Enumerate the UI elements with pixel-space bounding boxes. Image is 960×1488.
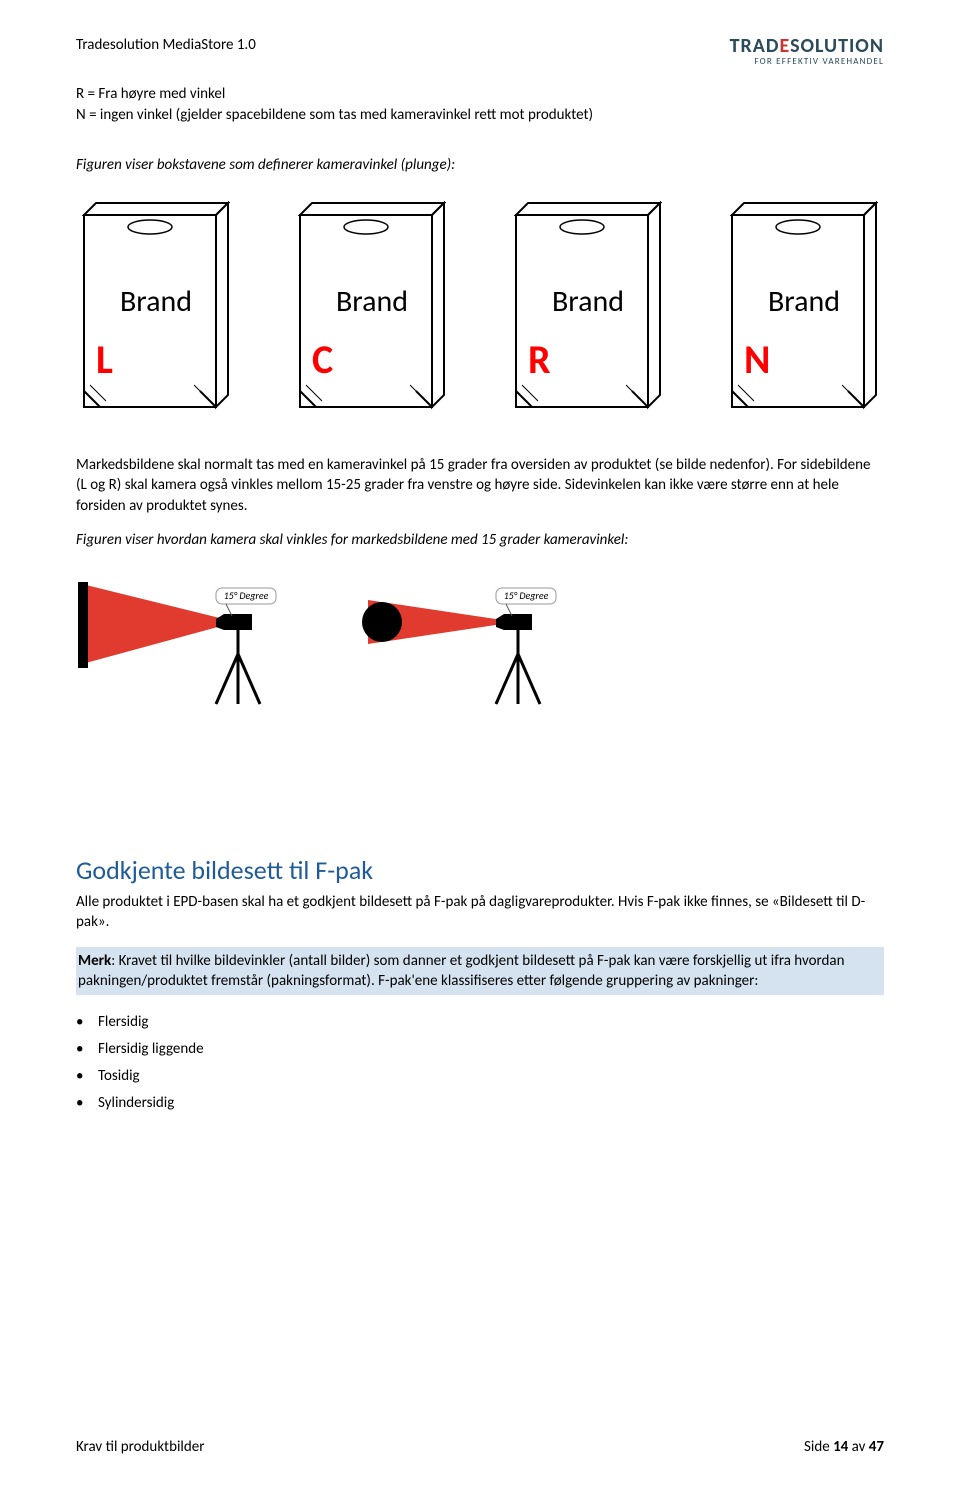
- footer-left: Krav til produktbilder: [76, 1438, 204, 1456]
- figure2-caption: Figuren viser hvordan kamera skal vinkle…: [76, 530, 884, 550]
- intro-line2: N = ingen vinkel (gjelder spacebildene s…: [76, 106, 593, 124]
- section-para: Alle produktet i EPD-basen skal ha et go…: [76, 892, 884, 933]
- list-item: Flersidig: [98, 1009, 884, 1036]
- list-item: Sylindersidig: [98, 1090, 884, 1117]
- section-heading: Godkjente bildesett til F-pak: [76, 854, 884, 886]
- brand-logo: TRADESOLUTION FOR EFFEKTIV VAREHANDEL: [730, 36, 884, 66]
- logo-part-accent: E: [780, 34, 791, 58]
- note-label: Merk: [78, 952, 111, 970]
- brand-box-R: Brand R: [508, 195, 668, 425]
- note-text: : Kravet til hvilke bildevinkler (antall…: [78, 952, 844, 990]
- logo-subtitle: FOR EFFEKTIV VAREHANDEL: [730, 57, 884, 66]
- doc-title: Tradesolution MediaStore 1.0: [76, 36, 256, 54]
- page-total: 47: [869, 1438, 884, 1456]
- intro-line1: R = Fra høyre med vinkel: [76, 85, 225, 103]
- camera-top-view: 15° Degree: [356, 564, 576, 714]
- page-header: Tradesolution MediaStore 1.0 TRADESOLUTI…: [76, 36, 884, 66]
- camera-side-view: 15° Degree: [76, 564, 296, 714]
- brand-letter: C: [312, 335, 333, 384]
- brand-box-C: Brand C: [292, 195, 452, 425]
- brand-label: Brand: [724, 283, 884, 320]
- camera-figures-row: 15° Degree 15° Degree: [76, 564, 884, 714]
- page-number: 14: [833, 1438, 848, 1456]
- brand-label: Brand: [76, 283, 236, 320]
- brand-letter: R: [528, 335, 551, 384]
- logo-text: TRADESOLUTION: [730, 36, 884, 57]
- footer-text: av: [848, 1438, 869, 1456]
- footer-text: Side: [804, 1438, 833, 1456]
- brand-box-N: Brand N: [724, 195, 884, 425]
- figure1-caption: Figuren viser bokstavene som definerer k…: [76, 155, 884, 175]
- svg-text:15° Degree: 15° Degree: [224, 589, 269, 602]
- brand-label: Brand: [292, 283, 452, 320]
- brand-letter: N: [744, 335, 770, 384]
- footer-right: Side 14 av 47: [804, 1438, 884, 1456]
- paragraph-2: Markedsbildene skal normalt tas med en k…: [76, 455, 884, 516]
- brand-box-L: Brand L: [76, 195, 236, 425]
- brand-letter: L: [96, 335, 113, 384]
- list-item: Flersidig liggende: [98, 1036, 884, 1063]
- list-item: Tosidig: [98, 1063, 884, 1090]
- brand-boxes-row: Brand L Brand C Brand R: [76, 195, 884, 425]
- bullet-list: Flersidig Flersidig liggende Tosidig Syl…: [76, 1009, 884, 1117]
- page-footer: Krav til produktbilder Side 14 av 47: [76, 1438, 884, 1456]
- logo-part: SOLUTION: [790, 34, 884, 58]
- intro-text: R = Fra høyre med vinkel N = ingen vinke…: [76, 84, 884, 125]
- svg-text:15° Degree: 15° Degree: [504, 589, 549, 602]
- logo-part: TRAD: [730, 34, 780, 58]
- note-block: Merk: Kravet til hvilke bildevinkler (an…: [76, 947, 884, 996]
- brand-label: Brand: [508, 283, 668, 320]
